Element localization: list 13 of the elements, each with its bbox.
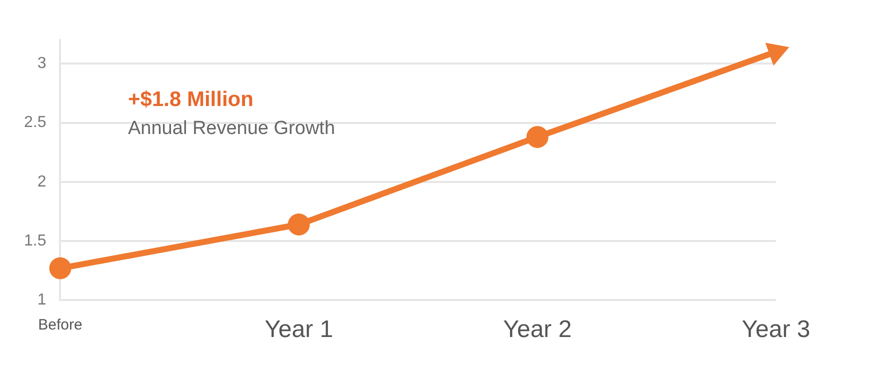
y-tick-label: 1 — [37, 292, 46, 309]
annotation: +$1.8 Million — [128, 88, 254, 111]
x-tick-label: Before — [38, 316, 82, 334]
y-tick-label: 3 — [37, 55, 46, 72]
y-tick-label: 1.5 — [24, 232, 46, 250]
point — [49, 257, 72, 280]
x-tick-label: Year 1 — [264, 316, 334, 344]
y-tick-label: 2.5 — [24, 114, 46, 132]
x-tick-label: Year 2 — [503, 316, 572, 344]
point — [288, 214, 310, 236]
annotation: Annual Revenue Growth — [128, 118, 336, 139]
y-tick-label: 2 — [37, 173, 46, 190]
x-tick-label: Year 3 — [742, 316, 810, 344]
